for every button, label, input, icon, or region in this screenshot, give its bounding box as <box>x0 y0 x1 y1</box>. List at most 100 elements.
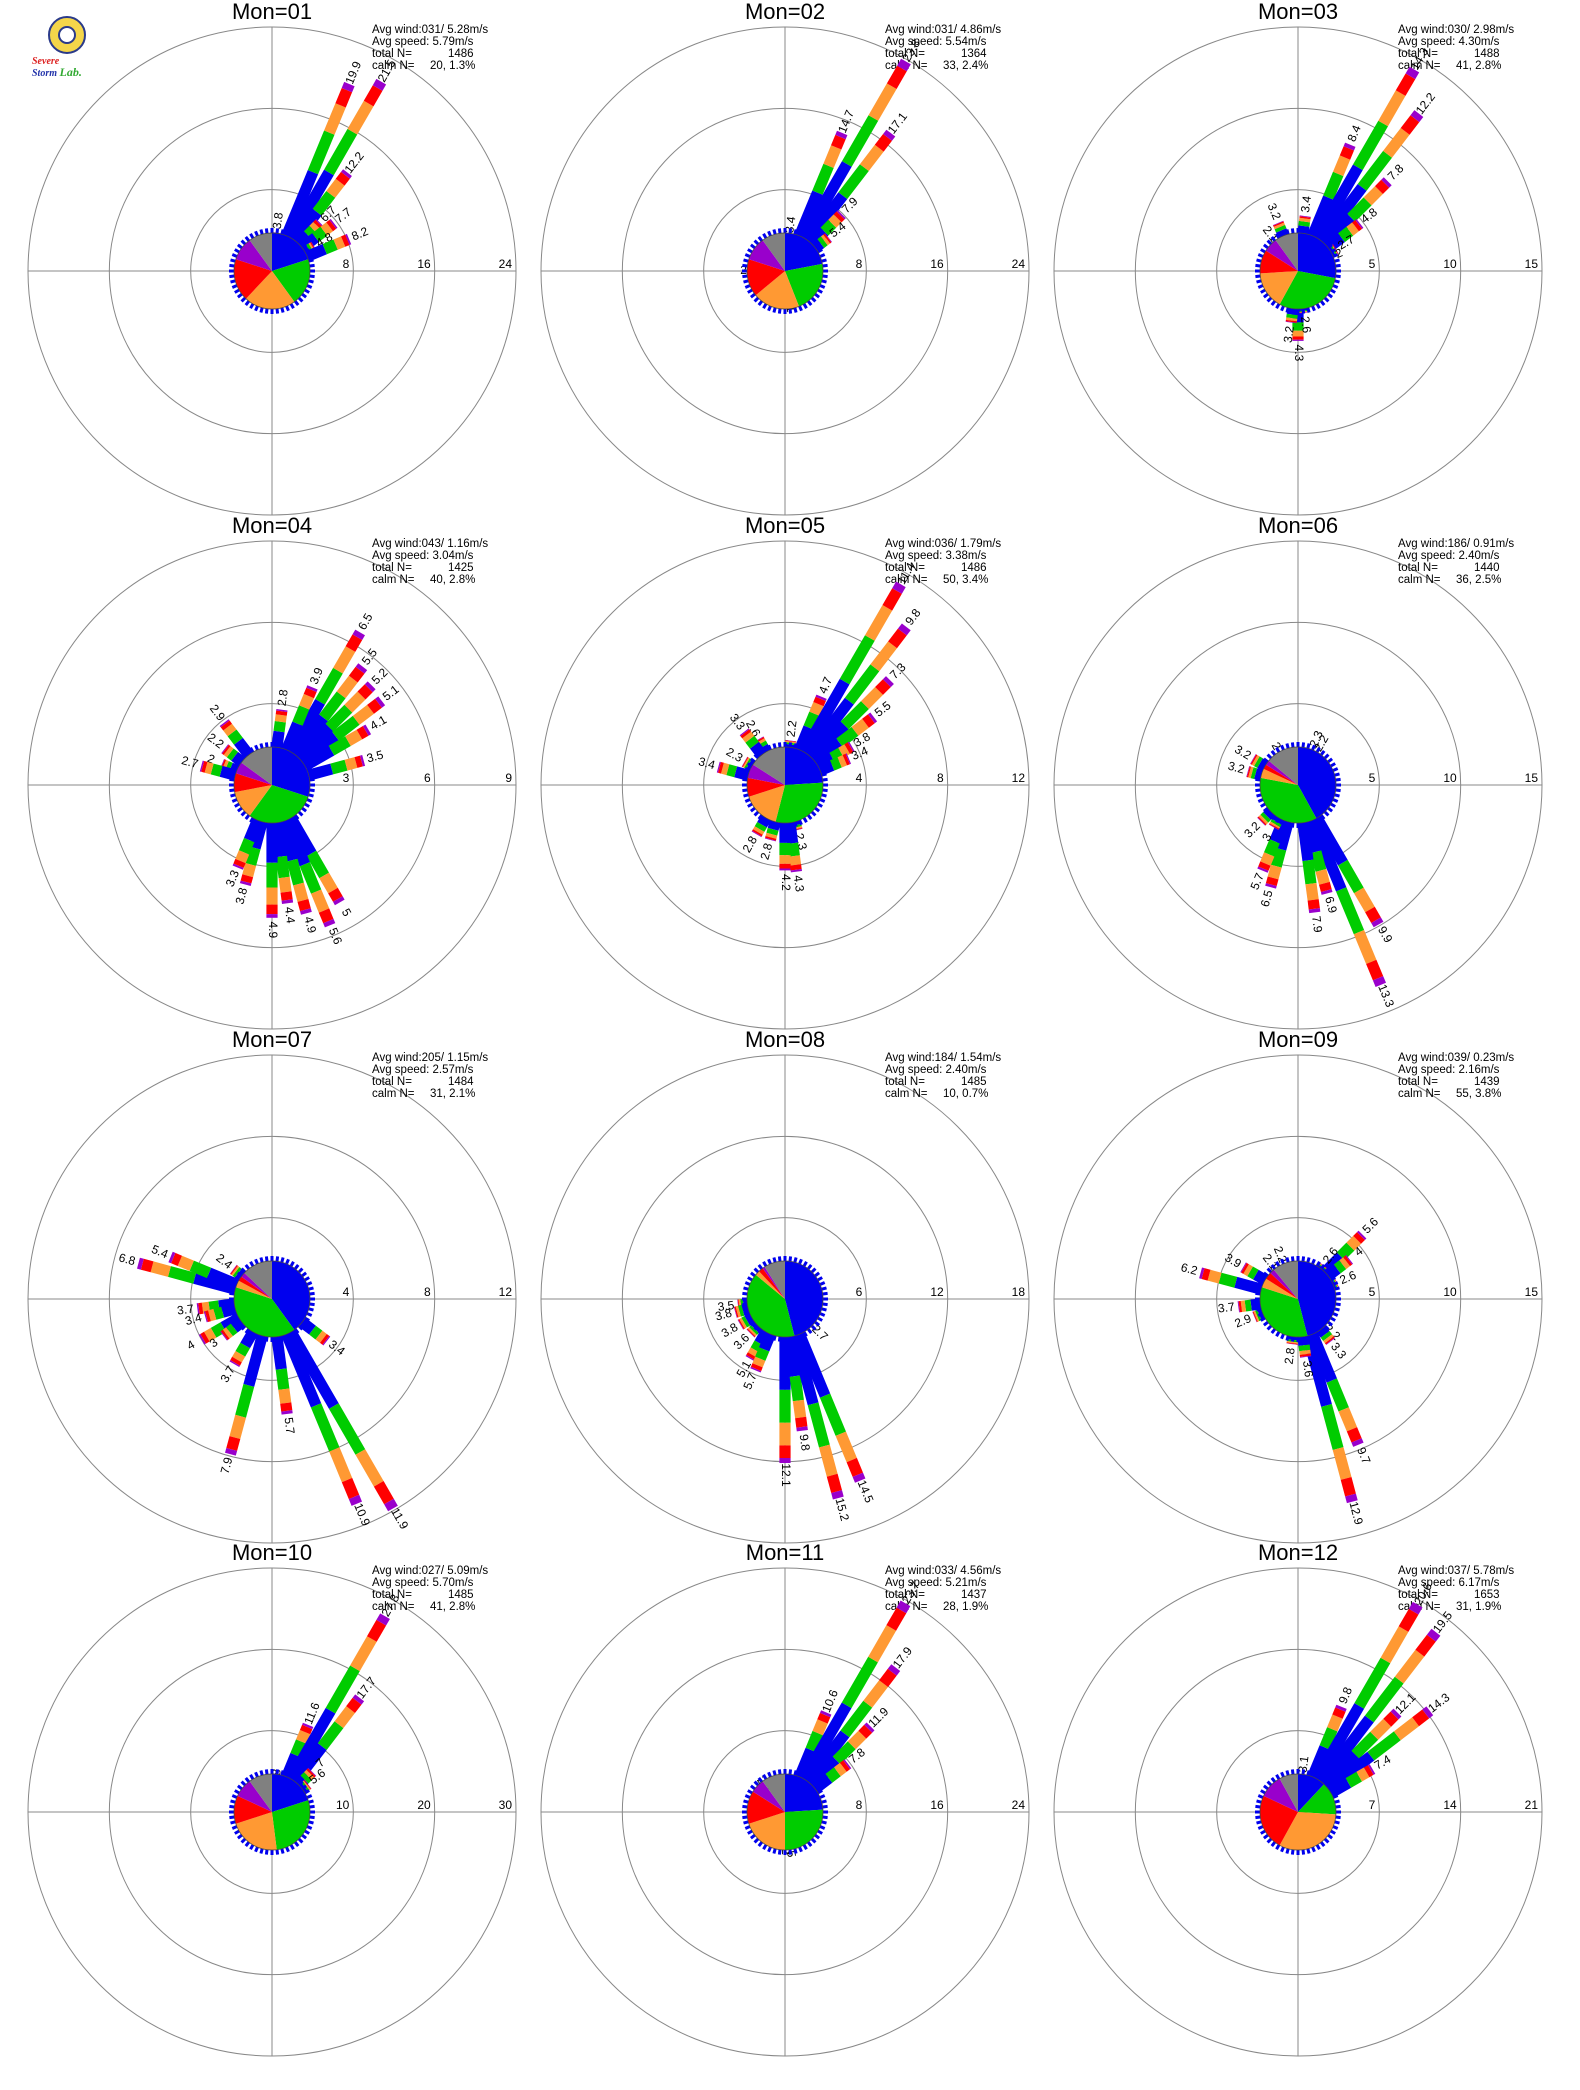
bar-segment <box>322 1335 331 1346</box>
minor-bar <box>254 744 259 751</box>
bar-segment <box>307 763 334 781</box>
minor-bar <box>1323 753 1330 760</box>
minor-bar <box>1260 248 1266 254</box>
panel-title: Mon=02 <box>745 0 825 24</box>
minor-bar <box>822 1302 828 1307</box>
bar-segment <box>836 726 859 748</box>
pie-slice <box>748 1812 785 1850</box>
bar-segment <box>1246 766 1252 778</box>
minor-bar <box>819 284 826 289</box>
minor-bar <box>230 793 236 798</box>
bar-segment <box>310 1403 340 1452</box>
minor-bar <box>747 1276 753 1282</box>
bar-segment <box>819 1393 846 1436</box>
bar-segment <box>266 823 278 863</box>
bar-segment <box>307 1767 317 1777</box>
bar-segment <box>324 103 346 135</box>
stat-avg-speed: Avg speed: 2.40m/s <box>885 1064 987 1076</box>
bar-segment <box>221 744 229 754</box>
bar-segment <box>204 1327 217 1342</box>
bar-segment <box>320 222 333 236</box>
bar-segment <box>812 1719 828 1736</box>
bar-segment <box>826 1473 842 1493</box>
stat-total-label: total N= <box>885 562 925 574</box>
bar-segment <box>1364 1676 1404 1723</box>
minor-bar <box>743 793 749 798</box>
pie-slice <box>747 1791 785 1824</box>
pie-outline <box>233 232 311 310</box>
wind-bar: 13.3 <box>1307 818 1397 1009</box>
minor-bar <box>757 1776 764 1783</box>
minor-bar <box>264 1769 269 1775</box>
bar-segment <box>296 1730 311 1744</box>
bar-segment <box>803 1730 850 1786</box>
bar-segment <box>1347 197 1372 222</box>
wind-bar: 4.9 <box>266 823 280 938</box>
minor-bar <box>1266 810 1273 817</box>
minor-bar <box>1280 305 1285 312</box>
bar-segment <box>840 1700 873 1738</box>
bar-segment <box>168 1266 197 1284</box>
minor-bar <box>821 1307 827 1312</box>
minor-bar <box>1257 767 1264 772</box>
bar-value-label: 2.3 <box>724 745 746 766</box>
bar-segment <box>335 171 350 186</box>
minor-bar <box>1285 307 1290 313</box>
stat-avg-wind: Avg wind:031/ 4.86m/s <box>885 24 1001 36</box>
minor-bar <box>743 1820 749 1825</box>
bar-segment <box>765 836 777 841</box>
pie-slice <box>785 1261 824 1336</box>
bar-segment <box>896 1600 911 1614</box>
minor-bar <box>749 292 756 299</box>
minor-bar <box>1262 757 1269 764</box>
bar-segment <box>1285 321 1297 324</box>
minor-bar <box>259 743 264 749</box>
minor-bar <box>293 1776 300 1783</box>
pie-slice <box>272 747 310 797</box>
bar-segment <box>1368 1764 1376 1775</box>
bar-segment <box>362 724 372 736</box>
bar-segment <box>749 1325 759 1335</box>
minor-bar <box>1332 1281 1339 1286</box>
minor-bar <box>280 1770 285 1776</box>
bar-segment <box>1241 1262 1249 1274</box>
bar-segment <box>833 211 845 223</box>
stat-total-value: 1486 <box>961 562 987 574</box>
minor-bar <box>1275 747 1281 753</box>
minor-bar <box>757 749 764 756</box>
bar-value-label: 4.3 <box>791 874 807 893</box>
bar-segment <box>1422 1706 1434 1719</box>
minor-bar <box>762 1261 768 1267</box>
minor-bar <box>1306 229 1311 235</box>
wind-bar: 3.9 <box>281 665 326 752</box>
minor-bar <box>814 806 821 813</box>
stat-total-value: 1486 <box>448 48 474 60</box>
minor-bar <box>802 233 808 239</box>
ring-label: 4 <box>856 771 863 785</box>
bar-segment <box>740 729 752 739</box>
minor-bar <box>306 798 313 803</box>
stat-avg-wind: Avg wind:037/ 5.78m/s <box>1398 1565 1514 1577</box>
bar-segment <box>1367 1731 1401 1761</box>
pie-outline <box>1259 746 1337 824</box>
pie-slice <box>1298 1261 1337 1336</box>
pie-outline <box>746 1773 824 1851</box>
bar-segment <box>1248 766 1254 779</box>
bar-segment <box>1258 814 1269 825</box>
bar-segment <box>1292 330 1304 337</box>
minor-bar <box>1319 1776 1326 1783</box>
pie-slice <box>272 1261 311 1330</box>
ring-label: 8 <box>424 1285 431 1299</box>
minor-bar <box>236 1320 243 1327</box>
bar-segment <box>779 823 791 843</box>
minor-bar <box>810 753 817 760</box>
bar-segment <box>824 233 832 243</box>
minor-bar <box>285 744 290 751</box>
minor-bar <box>1327 806 1334 813</box>
bar-segment <box>238 837 255 855</box>
bar-value-label: 3.7 <box>1217 1300 1236 1316</box>
bar-segment <box>356 726 369 740</box>
